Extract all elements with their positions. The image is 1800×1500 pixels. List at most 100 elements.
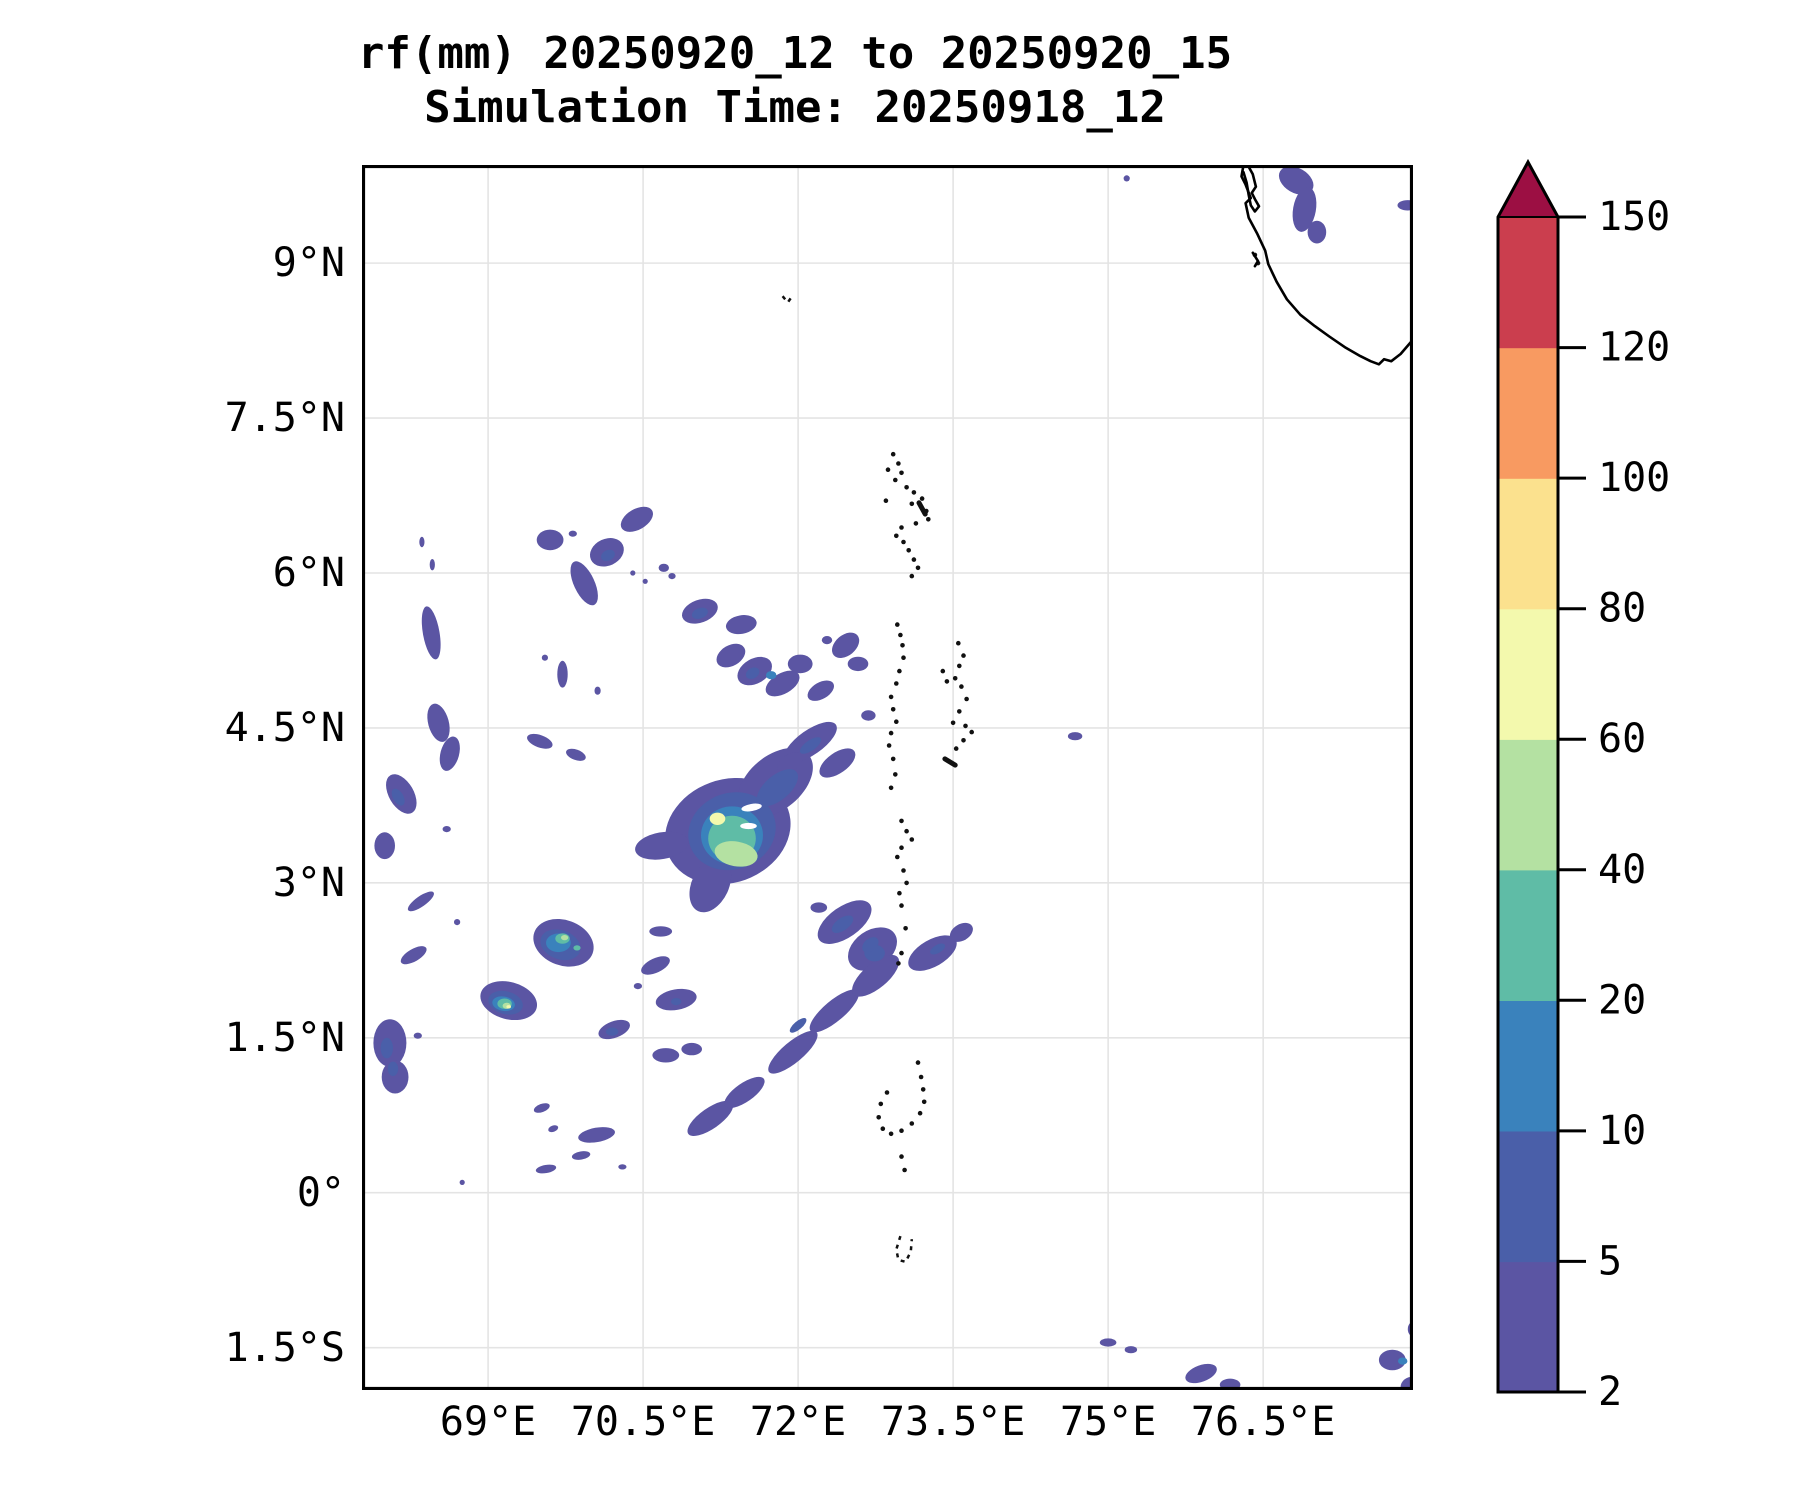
y-tick-label: 1.5°N (224, 1014, 345, 1061)
rain-blob (601, 549, 615, 562)
island-dot (894, 719, 899, 724)
rain-blob (1067, 732, 1083, 741)
colorbar-tick-label: 10 (1598, 1108, 1646, 1154)
rain-blob (1378, 1349, 1406, 1371)
island-dot (901, 539, 906, 545)
rain-blob (566, 748, 586, 761)
rain-blob (413, 1032, 422, 1039)
rain-blob (535, 1164, 557, 1174)
rain-blob (527, 733, 553, 749)
colorbar-tick-label: 120 (1598, 325, 1670, 371)
rain-blob (533, 1103, 550, 1113)
island-dot (897, 668, 902, 674)
island-ring (895, 1235, 914, 1264)
island-dot (919, 496, 925, 501)
rain-blob (439, 736, 460, 771)
rain-blob (594, 686, 601, 695)
rain-blob (862, 937, 879, 953)
island-dot (888, 694, 894, 700)
island-dot (890, 451, 896, 457)
island-dot (899, 950, 904, 956)
rain-blob (807, 680, 835, 701)
rain-blob (635, 831, 689, 860)
rain-blob (1123, 175, 1130, 182)
rain-blob (787, 654, 813, 674)
colorbar-over-arrow (1498, 162, 1558, 217)
coastline-lagoon (1242, 165, 1261, 213)
x-tick-label: 73.5°E (880, 1399, 1026, 1445)
rain-blob (716, 643, 746, 668)
island-dot (921, 1099, 927, 1105)
rain-blob (1397, 200, 1413, 211)
island-dot (940, 668, 946, 674)
colorbar-segment (1498, 1261, 1558, 1393)
colorbar-segment (1498, 217, 1558, 349)
rain-blob (570, 561, 598, 606)
rain-blob (557, 660, 568, 688)
rain-blob (741, 803, 762, 812)
rain-blob (391, 788, 405, 806)
island-dot (926, 517, 931, 522)
y-tick-label: 7.5°N (224, 395, 345, 442)
island-dot (899, 525, 904, 530)
island-dot (915, 565, 921, 571)
island-dot (953, 746, 959, 751)
rain-blob (949, 922, 973, 942)
coastline-fragment (1251, 251, 1260, 268)
island-dot (952, 676, 958, 681)
island-dot (878, 1101, 884, 1107)
island-dot (893, 772, 898, 777)
rain-blob (832, 632, 860, 659)
island-dot (963, 723, 968, 729)
island-dot (895, 854, 900, 860)
rain-blob (819, 748, 856, 778)
island-dot (944, 679, 950, 684)
rain-blob (799, 737, 822, 754)
rain-blob (421, 606, 441, 660)
island-dot (884, 1090, 890, 1095)
island-dot (888, 1131, 894, 1137)
rain-blob (571, 1151, 591, 1160)
rain-blob (407, 891, 434, 912)
island-dot (904, 485, 909, 490)
rain-blob (652, 1048, 680, 1063)
rain-blob (714, 841, 758, 867)
rain-blob (400, 946, 427, 965)
y-tick-label: 0° (296, 1169, 345, 1216)
rain-blob (374, 832, 395, 860)
rain-blob (789, 1018, 807, 1033)
island-dot (956, 640, 961, 646)
island-dot (961, 653, 966, 658)
colorbar-tick-label: 60 (1598, 716, 1646, 762)
colorbar-segment (1498, 739, 1558, 871)
rain-blob (506, 1005, 511, 1009)
rain-blob (1124, 1346, 1138, 1354)
island-dot (899, 845, 904, 850)
island-dot (913, 521, 919, 526)
island-dot (880, 1126, 886, 1131)
y-tick-label: 4.5°N (224, 704, 345, 751)
rain-blob (1185, 1363, 1217, 1384)
rain-blob (725, 615, 757, 635)
rain-blob (427, 703, 450, 742)
x-tick-label: 72°E (749, 1399, 847, 1445)
island-dot (950, 720, 956, 726)
rain-blob (454, 919, 461, 926)
island-dot (902, 1167, 907, 1173)
island-dot (909, 1121, 915, 1126)
y-tick-label: 9°N (272, 240, 345, 287)
colorbar-segment (1498, 347, 1558, 479)
colorbar-segment (1498, 869, 1558, 1001)
x-tick-label: 75°E (1059, 1399, 1157, 1445)
chart-subtitle: Simulation Time: 20250918_12 (424, 82, 1166, 133)
island-dot (961, 738, 966, 743)
island-dot (876, 1115, 881, 1120)
rain-blob (548, 1125, 559, 1133)
rain-blob (681, 1042, 702, 1056)
island-dot (899, 470, 904, 476)
y-tick-label: 1.5°S (224, 1324, 345, 1371)
x-tick-label: 69°E (439, 1399, 537, 1445)
island-dot (898, 632, 903, 638)
rain-blob (442, 826, 451, 833)
